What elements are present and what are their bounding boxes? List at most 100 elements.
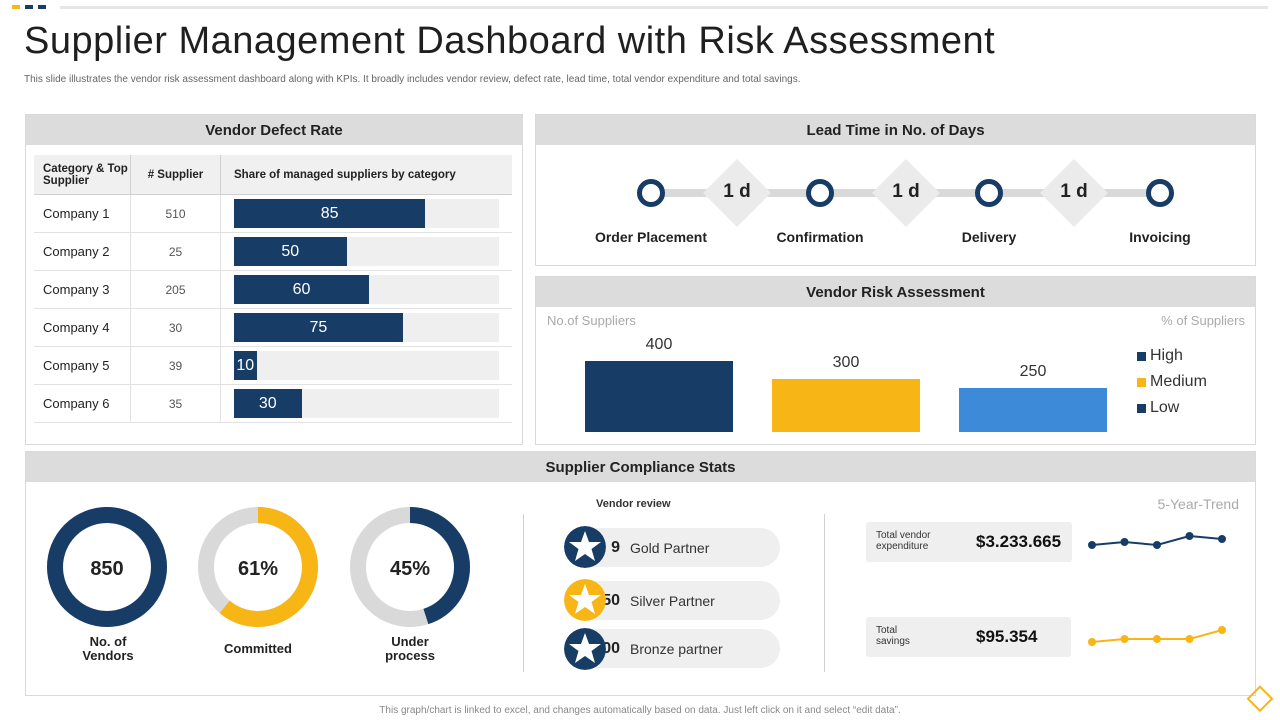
donut-charts	[47, 507, 470, 627]
kpi-expenditure-value: $3.233.665	[976, 532, 1062, 551]
donut-value-under-process: 45%	[389, 558, 431, 580]
table-row: Company 4 30 75	[34, 309, 512, 347]
risk-bar-low	[959, 387, 1107, 432]
step-label-2: Confirmation	[776, 229, 864, 245]
company-name: Company 6	[34, 385, 131, 422]
defect-panel: Vendor Defect Rate Category & Top Suppli…	[25, 114, 523, 445]
trend-point	[1185, 532, 1194, 540]
compliance-panel: Supplier Compliance Stats 850 61% 45% No…	[25, 451, 1256, 696]
risk-bar-value: 250	[1019, 362, 1047, 380]
footer-note: This graph/chart is linked to excel, and…	[379, 705, 901, 716]
deco-line	[60, 6, 1268, 9]
trend-point	[1185, 635, 1194, 643]
col-supplier: # Supplier	[131, 155, 221, 194]
step-node-3	[975, 179, 1003, 207]
trend-point	[1088, 541, 1096, 549]
deco-square-gold	[12, 5, 20, 9]
review-gold-label: Gold Partner	[630, 539, 710, 556]
step-label-3: Delivery	[961, 229, 1017, 245]
legend-swatch-high	[1137, 351, 1146, 361]
legend-swatch-low	[1137, 403, 1146, 413]
defect-panel-title: Vendor Defect Rate	[26, 115, 522, 145]
page-title: Supplier Management Dashboard with Risk …	[24, 20, 996, 62]
supplier-count: 30	[131, 309, 221, 346]
step-label-4: Invoicing	[1129, 229, 1191, 245]
share-bar: 10	[234, 351, 257, 380]
defect-table-header: Category & Top Supplier # Supplier Share…	[34, 155, 512, 195]
trend-point	[1120, 635, 1129, 643]
share-cell: 60	[221, 271, 512, 308]
share-bar-track: 50	[234, 237, 499, 266]
review-gold-count: 9	[611, 538, 620, 556]
silver-star-icon	[564, 579, 606, 621]
review-silver-label: Silver Partner	[630, 592, 715, 609]
risk-panel-title: Vendor Risk Assessment	[536, 277, 1255, 307]
expenditure-trend-line	[1088, 532, 1226, 549]
risk-bar-value: 300	[832, 353, 860, 371]
compliance-panel-title: Supplier Compliance Stats	[26, 452, 1255, 482]
lead-time-panel: Lead Time in No. of Days 1 d 1 d 1 d Ord…	[535, 114, 1256, 266]
trend-point	[1218, 535, 1226, 543]
kpi-savings-value: $95.354	[976, 627, 1038, 646]
trend-title: 5-Year-Trend	[1157, 496, 1239, 512]
donut-label-committed: Committed	[224, 641, 292, 656]
bronze-star-icon	[564, 628, 606, 670]
deco-square-navy-2	[38, 5, 46, 9]
share-bar-track: 60	[234, 275, 499, 304]
trend-point	[1120, 538, 1129, 546]
company-name: Company 5	[34, 347, 131, 384]
step-label-1: Order Placement	[594, 229, 708, 245]
share-bar-track: 30	[234, 389, 499, 418]
divider-right	[824, 514, 825, 672]
table-row: Company 2 25 50	[34, 233, 512, 271]
duration-1: 1 d	[723, 181, 751, 202]
share-cell: 50	[221, 233, 512, 270]
step-node-4	[1146, 179, 1174, 207]
deco-square-navy	[25, 5, 33, 9]
col-category: Category & Top Supplier	[34, 155, 131, 194]
legend-high: High	[1137, 343, 1207, 369]
supplier-count: 205	[131, 271, 221, 308]
share-bar: 60	[234, 275, 369, 304]
share-cell: 10	[221, 347, 512, 384]
share-bar-track: 75	[234, 313, 499, 342]
kpi-savings-label: Total savings	[876, 625, 910, 647]
table-row: Company 1 510 85	[34, 195, 512, 233]
step-node-1	[637, 179, 665, 207]
kpi-expenditure-label: Total vendor expenditure	[876, 530, 931, 552]
company-name: Company 4	[34, 309, 131, 346]
company-name: Company 3	[34, 271, 131, 308]
supplier-count: 39	[131, 347, 221, 384]
edit-data-diamond-icon[interactable]	[1244, 682, 1276, 714]
divider-left	[523, 514, 524, 672]
supplier-count: 35	[131, 385, 221, 422]
share-cell: 30	[221, 385, 512, 422]
table-row: Company 3 205 60	[34, 271, 512, 309]
share-bar: 85	[234, 199, 426, 228]
share-bar: 30	[234, 389, 302, 418]
donut-arc	[350, 507, 470, 627]
legend-swatch-medium	[1137, 377, 1146, 387]
risk-bar-high	[585, 361, 733, 432]
review-silver-count: 50	[602, 591, 620, 609]
risk-y-axis-label: No.of Suppliers	[547, 313, 636, 328]
table-row: Company 6 35 30	[34, 385, 512, 423]
risk-y-axis-label-right: % of Suppliers	[1161, 313, 1245, 328]
trend-point	[1153, 635, 1161, 643]
company-name: Company 2	[34, 233, 131, 270]
share-bar-track: 10	[234, 351, 499, 380]
legend-medium: Medium	[1137, 369, 1207, 395]
company-name: Company 1	[34, 195, 131, 232]
donut-label-vendors: No. of Vendors	[82, 634, 134, 663]
trend-point	[1088, 638, 1096, 646]
share-cell: 85	[221, 195, 512, 232]
donut-label-under-process: Under process	[385, 634, 435, 663]
step-node-2	[806, 179, 834, 207]
kpi-expenditure: Total vendor expenditure $3.233.665	[866, 522, 1072, 562]
risk-panel: Vendor Risk Assessment No.of Suppliers %…	[535, 276, 1256, 445]
savings-trend-line	[1088, 626, 1226, 646]
donut-arc	[198, 507, 318, 627]
trend-point	[1153, 541, 1161, 549]
vendor-review-title: Vendor review	[596, 498, 671, 510]
donut-arc	[47, 507, 167, 627]
